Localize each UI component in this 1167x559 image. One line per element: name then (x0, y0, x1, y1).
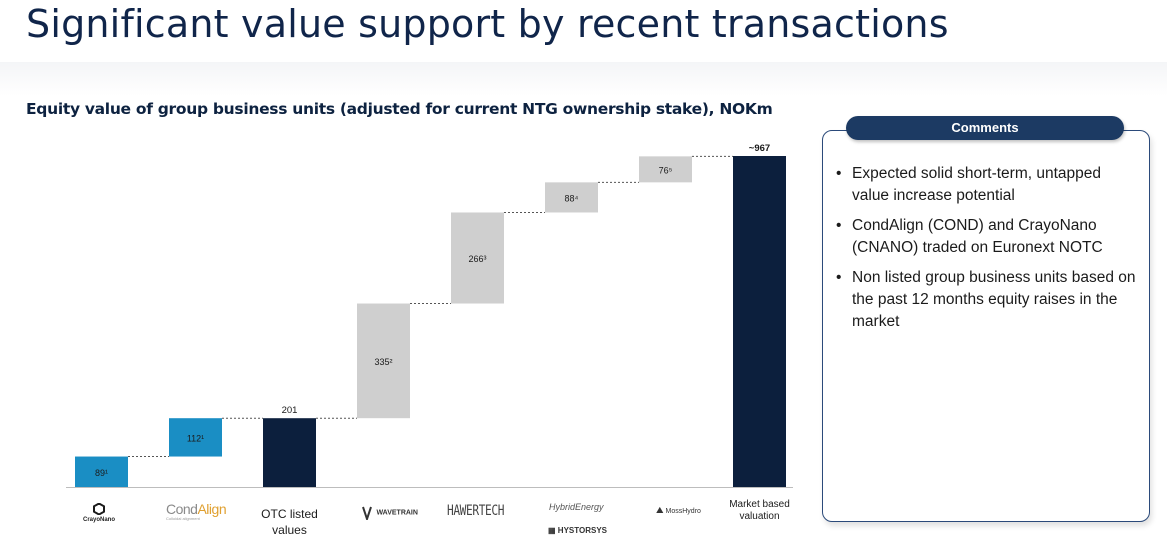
bar-otc-listed-values (263, 418, 316, 487)
comments-list: • Expected solid short-term, untapped val… (836, 163, 1136, 341)
data-label: 76⁵ (659, 165, 673, 175)
category-label-market-line2: valuation (739, 511, 779, 522)
data-label: 335² (374, 357, 392, 367)
hawertech-logo: HAWERTECH (447, 503, 505, 519)
bullet-icon: • (836, 217, 842, 234)
hystorsys-grid-icon: ▦ (548, 526, 556, 535)
data-label: 266³ (468, 254, 486, 264)
category-label-otc-line1: OTC listed (261, 507, 318, 521)
data-label: 201 (282, 405, 298, 416)
crayonano-logo-text: CrayoNano (82, 517, 115, 523)
data-label: 88⁴ (565, 193, 579, 203)
bar-wavetrain (357, 303, 410, 419)
bar-hybridenergy-hystorsys (545, 182, 598, 213)
comment-item: • Expected solid short-term, untapped val… (836, 163, 1136, 207)
data-label: 112¹ (187, 433, 204, 443)
bar-market-based-valuation (733, 156, 786, 487)
waterfall-chart: 89¹ 112¹ 201 335² 266³ 88⁴ 76⁵ ~967 OTC listed va… (66, 143, 793, 537)
category-label-market-line1: Market based (729, 499, 790, 510)
condalign-logo-text-a: Cond (166, 501, 198, 517)
condalign-logo-text-b: Align (197, 501, 227, 517)
bar-condalign (169, 418, 222, 457)
bar-mosshydro (639, 156, 692, 183)
comment-item: • CondAlign (COND) and CrayoNano (CNANO) … (836, 215, 1136, 259)
wavetrain-mark-icon (362, 506, 372, 522)
mosshydro-drop-icon: ⛰ (656, 505, 664, 515)
bar-crayonano (75, 456, 128, 487)
hystorsys-logo-text: HYSTORSYS (557, 526, 607, 535)
wavetrain-logo: WAVETRAIN (362, 504, 422, 522)
mosshydro-logo-text: MossHydro (665, 508, 701, 515)
bullet-icon: • (836, 269, 842, 286)
data-label: ~967 (749, 143, 770, 154)
condalign-logo-subtext: Colloidal alignment (166, 516, 200, 521)
data-label: 89¹ (95, 468, 108, 478)
comment-text: CondAlign (COND) and CrayoNano (CNANO) t… (852, 217, 1103, 256)
bullet-icon: • (836, 165, 842, 182)
comment-item: • Non listed group business units based o… (836, 267, 1136, 333)
category-label-otc-line2: values (272, 523, 307, 537)
comment-text: Non listed group business units based on… (852, 269, 1136, 330)
comments-header: Comments (846, 116, 1124, 140)
wavetrain-logo-text: WAVETRAIN (376, 509, 418, 517)
comment-text: Expected solid short-term, untapped valu… (852, 165, 1101, 204)
mosshydro-logo: ⛰ MossHydro (656, 505, 701, 516)
page-title: Significant value support by recent tran… (26, 2, 949, 46)
condalign-logo: CondAlign Colloidal alignment (166, 501, 228, 521)
bar-hawertech (451, 212, 504, 304)
hybridenergy-logo-text: HybridEnergy (549, 502, 604, 512)
crayonano-hex-icon (93, 503, 105, 515)
chart-title: Equity value of group business units (ad… (26, 100, 773, 118)
hystorsys-logo: ▦ HYSTORSYS (548, 526, 607, 535)
comments-panel (822, 130, 1150, 522)
hybridenergy-logo: HybridEnergy (549, 497, 611, 515)
title-band (0, 62, 1167, 96)
crayonano-logo: CrayoNano (78, 503, 120, 523)
